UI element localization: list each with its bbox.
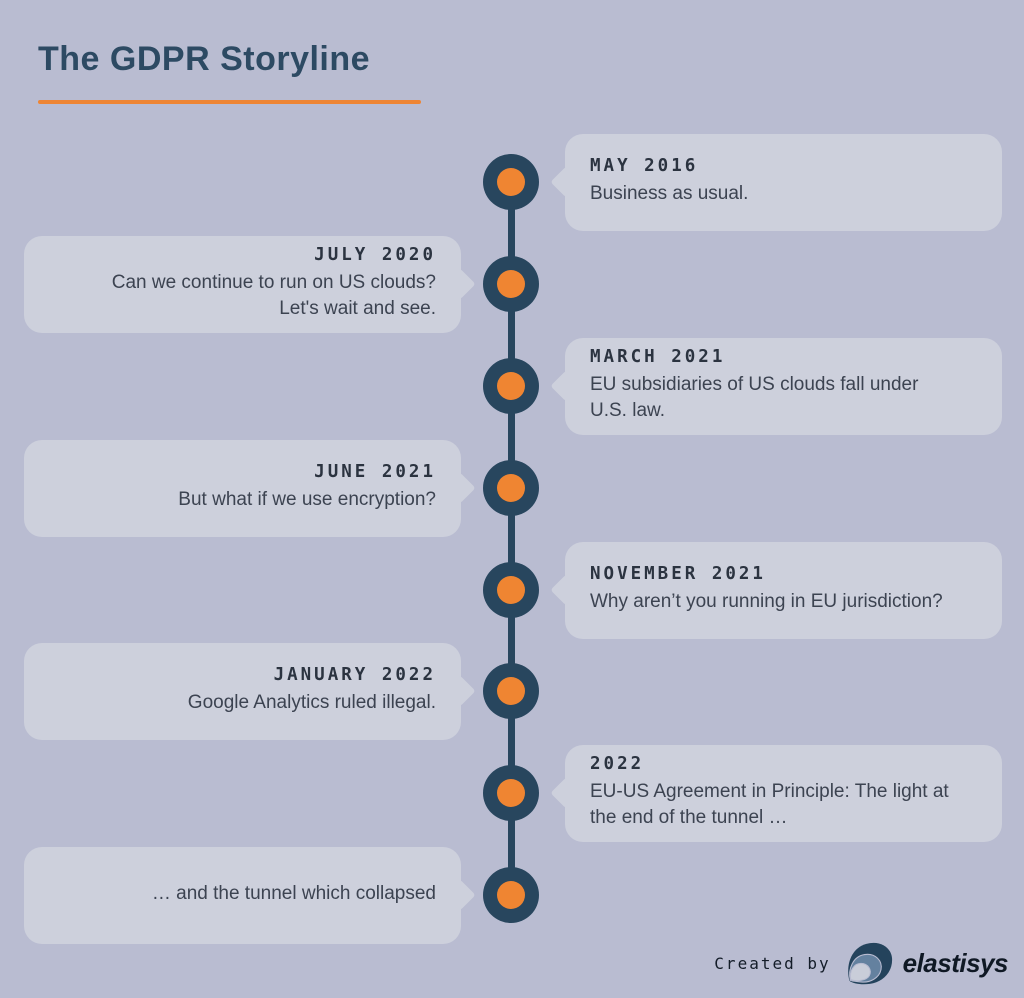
entry-date: JUNE 2021 [314,461,436,482]
page-title: The GDPR Storyline [38,40,371,78]
timeline-node-dot [497,881,525,909]
timeline-node-dot [497,372,525,400]
timeline-node-dot [497,474,525,502]
timeline-node [483,867,539,923]
entry-date: 2022 [590,754,645,775]
timeline-card: MARCH 2021 EU subsidiaries of US clouds … [565,337,1002,435]
entry-date: NOVEMBER 2021 [590,563,766,584]
timeline-node [483,460,539,516]
timeline-card: JULY 2020 Can we continue to run on US c… [24,235,461,333]
created-by-label: Created by [714,953,831,973]
timeline-line [508,182,515,895]
entry-date: JULY 2020 [314,245,436,266]
timeline-card: NOVEMBER 2021 Why aren’t you running in … [565,541,1002,639]
timeline-node-dot [497,779,525,807]
timeline-card: … and the tunnel which collapsed [24,846,461,944]
entry-text: Business as usual. [590,182,749,204]
entry-date: MARCH 2021 [590,347,726,368]
timeline-card: JUNE 2021 But what if we use encryption? [24,439,461,537]
timeline-node-dot [497,270,525,298]
timeline-node [483,154,539,210]
timeline-node-dot [497,576,525,604]
entry-text: EU-US Agreement in Principle: The light … [590,781,949,828]
brand-wordmark: elastisys [902,947,1009,978]
timeline-node [483,256,539,312]
entry-text: Can we continue to run on US clouds? Let… [111,272,436,319]
entry-text: But what if we use encryption? [178,488,436,510]
timeline-node [483,765,539,821]
entry-text: … and the tunnel which collapsed [151,883,436,905]
timeline-node [483,358,539,414]
entry-date: MAY 2016 [590,155,699,176]
timeline-node-dot [497,677,525,705]
timeline-node-dot [497,168,525,196]
timeline-card: MAY 2016 Business as usual. [565,133,1002,231]
title-underline [38,100,421,104]
entry-text: EU subsidiaries of US clouds fall under … [590,374,919,421]
timeline-node [483,562,539,618]
entry-text: Google Analytics ruled illegal. [187,691,436,713]
timeline-card: JANUARY 2022 Google Analytics ruled ille… [24,642,461,740]
entry-date: JANUARY 2022 [273,664,436,685]
footer: Created by elastisys [714,940,1009,986]
entry-text: Why aren’t you running in EU jurisdictio… [590,590,943,612]
timeline-card: 2022 EU-US Agreement in Principle: The l… [565,744,1002,842]
timeline-node [483,663,539,719]
elastisys-logo-icon [847,942,892,985]
